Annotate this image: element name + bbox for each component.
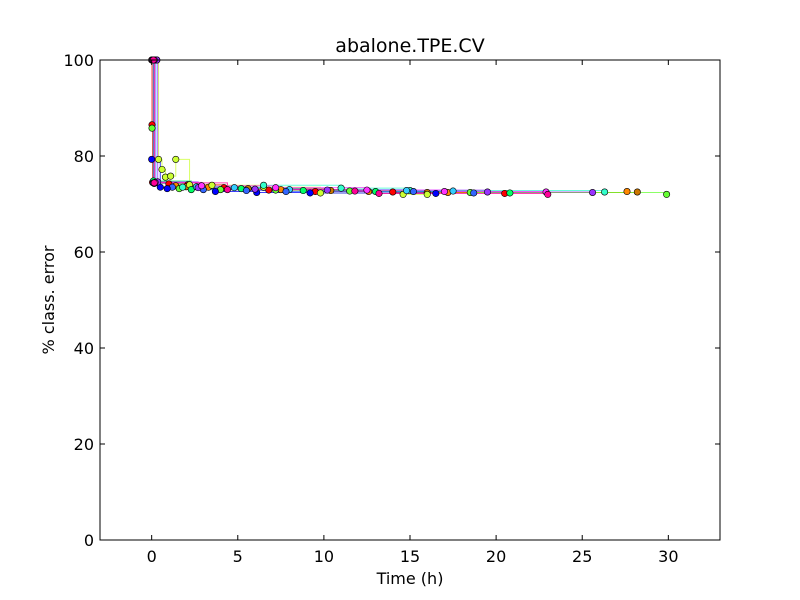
data-point — [337, 184, 345, 192]
series-line-5 — [152, 59, 511, 193]
data-point — [242, 187, 250, 195]
plot-area — [148, 56, 671, 198]
data-point — [633, 188, 641, 196]
data-point — [148, 155, 156, 163]
data-point — [251, 185, 259, 193]
data-point — [198, 182, 206, 190]
data-point — [211, 188, 219, 196]
data-point — [506, 189, 514, 197]
data-point — [323, 186, 331, 194]
data-point — [449, 187, 457, 195]
data-point — [172, 155, 180, 163]
y-axis-title: % class. error — [39, 245, 58, 354]
x-tick-label: 30 — [658, 547, 678, 566]
data-point — [483, 188, 491, 196]
series-line-12 — [153, 59, 549, 195]
series-line-4 — [152, 127, 668, 195]
x-tick-label: 10 — [314, 547, 334, 566]
series-line-6 — [153, 59, 606, 192]
series-line-3 — [156, 59, 428, 195]
data-point — [306, 189, 314, 197]
data-point — [375, 189, 383, 197]
axes-frame — [99, 59, 721, 541]
data-point — [544, 190, 552, 198]
data-point — [150, 179, 158, 187]
data-point — [389, 188, 397, 196]
data-point — [470, 189, 478, 197]
series-line-7 — [155, 59, 454, 192]
x-tick-label: 15 — [400, 547, 420, 566]
data-point — [316, 189, 324, 197]
x-axis-title: Time (h) — [376, 569, 444, 588]
data-point — [409, 188, 417, 196]
data-point — [351, 187, 359, 195]
data-point — [423, 190, 431, 198]
data-point — [282, 188, 290, 196]
x-tick-label: 5 — [233, 547, 243, 566]
y-tick-label: 40 — [74, 339, 94, 358]
y-tick-label: 60 — [74, 243, 94, 262]
data-point — [163, 185, 171, 193]
y-tick-label: 0 — [84, 531, 94, 550]
y-tick-label: 20 — [74, 435, 94, 454]
x-tick-label: 20 — [486, 547, 506, 566]
data-point — [589, 188, 597, 196]
series-line-11 — [154, 59, 547, 193]
data-point — [403, 187, 411, 195]
chart-title: abalone.TPE.CV — [335, 35, 484, 57]
data-point — [299, 187, 307, 195]
x-tick-label: 0 — [147, 547, 157, 566]
data-point — [158, 165, 166, 173]
data-point — [440, 188, 448, 196]
y-tick-label: 100 — [63, 51, 94, 70]
series-line-8 — [152, 59, 475, 193]
data-point — [272, 184, 280, 192]
y-tick-label: 80 — [74, 147, 94, 166]
x-tick-label: 25 — [572, 547, 592, 566]
data-point — [363, 186, 371, 194]
data-point — [208, 181, 216, 189]
data-point — [148, 124, 156, 132]
axes: 0 5 10 15 20 25 30 0 20 40 60 80 100 — [63, 51, 720, 566]
series-line-10 — [156, 59, 594, 193]
series-line-2 — [153, 59, 638, 193]
data-point — [260, 181, 268, 189]
series-line-1 — [152, 59, 628, 193]
data-point — [601, 188, 609, 196]
data-point — [179, 183, 187, 191]
data-point — [223, 186, 231, 194]
data-point — [167, 172, 175, 180]
data-point — [663, 190, 671, 198]
data-point — [155, 155, 163, 163]
series-line-0 — [151, 59, 506, 194]
data-point — [623, 188, 631, 196]
data-point — [230, 184, 238, 192]
data-point — [432, 189, 440, 197]
